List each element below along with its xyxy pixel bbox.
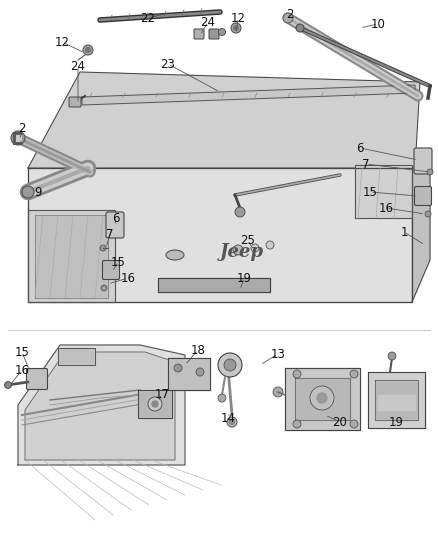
Circle shape [310,386,334,410]
Circle shape [85,47,91,52]
Text: 9: 9 [34,185,42,198]
Polygon shape [285,368,360,430]
Polygon shape [28,168,412,302]
Polygon shape [82,85,415,105]
Polygon shape [168,358,210,390]
Polygon shape [412,168,430,302]
Text: 6: 6 [356,141,364,155]
Text: 24: 24 [71,60,85,72]
Text: 19: 19 [389,416,403,429]
Text: 19: 19 [237,271,251,285]
Text: 1: 1 [400,225,408,238]
FancyBboxPatch shape [102,261,120,279]
Text: 22: 22 [141,12,155,25]
Circle shape [11,131,25,145]
Circle shape [233,245,243,255]
Polygon shape [295,378,350,420]
Polygon shape [18,345,185,465]
Text: 2: 2 [18,122,26,134]
Circle shape [227,417,237,427]
Circle shape [224,359,236,371]
Polygon shape [138,390,172,418]
Text: 15: 15 [110,255,125,269]
Polygon shape [58,348,95,365]
Text: 23: 23 [161,58,176,70]
Circle shape [231,23,241,33]
Circle shape [251,244,259,252]
Ellipse shape [166,250,184,260]
Text: 10: 10 [371,18,385,30]
Circle shape [293,370,301,378]
Circle shape [266,241,274,249]
Text: 7: 7 [362,157,370,171]
Circle shape [100,245,106,251]
Polygon shape [25,352,175,460]
Text: 12: 12 [54,36,70,49]
Circle shape [283,13,293,23]
Text: Jeep: Jeep [220,243,264,261]
Circle shape [273,387,283,397]
Circle shape [14,134,21,141]
Circle shape [4,382,11,389]
Polygon shape [35,215,108,298]
Text: 25: 25 [240,233,255,246]
Polygon shape [28,72,420,168]
Polygon shape [28,210,115,302]
Text: 15: 15 [363,185,378,198]
Circle shape [83,45,93,55]
Text: 16: 16 [120,271,135,285]
Circle shape [152,401,158,407]
FancyBboxPatch shape [209,29,219,39]
Circle shape [388,352,396,360]
Circle shape [233,26,239,30]
Circle shape [230,419,234,424]
Text: 2: 2 [286,7,294,20]
Text: 12: 12 [230,12,246,25]
FancyBboxPatch shape [194,29,204,39]
Text: 6: 6 [112,212,120,224]
Circle shape [293,420,301,428]
Text: 7: 7 [106,228,114,240]
Text: 16: 16 [378,201,393,214]
Text: 13: 13 [271,348,286,360]
Circle shape [296,24,304,32]
Circle shape [174,364,182,372]
Text: 20: 20 [332,416,347,429]
FancyBboxPatch shape [27,368,47,390]
Polygon shape [355,165,412,218]
Polygon shape [368,372,425,428]
FancyBboxPatch shape [414,187,431,206]
FancyBboxPatch shape [69,97,81,107]
Polygon shape [378,395,415,410]
Text: 17: 17 [155,387,170,400]
Circle shape [148,397,162,411]
Circle shape [235,207,245,217]
Circle shape [218,394,226,402]
Circle shape [196,368,204,376]
Circle shape [350,420,358,428]
FancyBboxPatch shape [106,212,124,238]
Circle shape [22,186,34,198]
Circle shape [350,370,358,378]
Circle shape [427,169,433,175]
Polygon shape [375,380,418,420]
Text: 24: 24 [201,15,215,28]
Circle shape [219,28,226,36]
Circle shape [101,285,107,291]
Circle shape [218,353,242,377]
Polygon shape [158,278,270,292]
Text: 16: 16 [14,364,29,376]
Text: 18: 18 [191,343,205,357]
Circle shape [425,211,431,217]
Circle shape [317,393,327,403]
FancyBboxPatch shape [414,148,432,174]
Text: 15: 15 [14,345,29,359]
Text: 14: 14 [220,411,236,424]
